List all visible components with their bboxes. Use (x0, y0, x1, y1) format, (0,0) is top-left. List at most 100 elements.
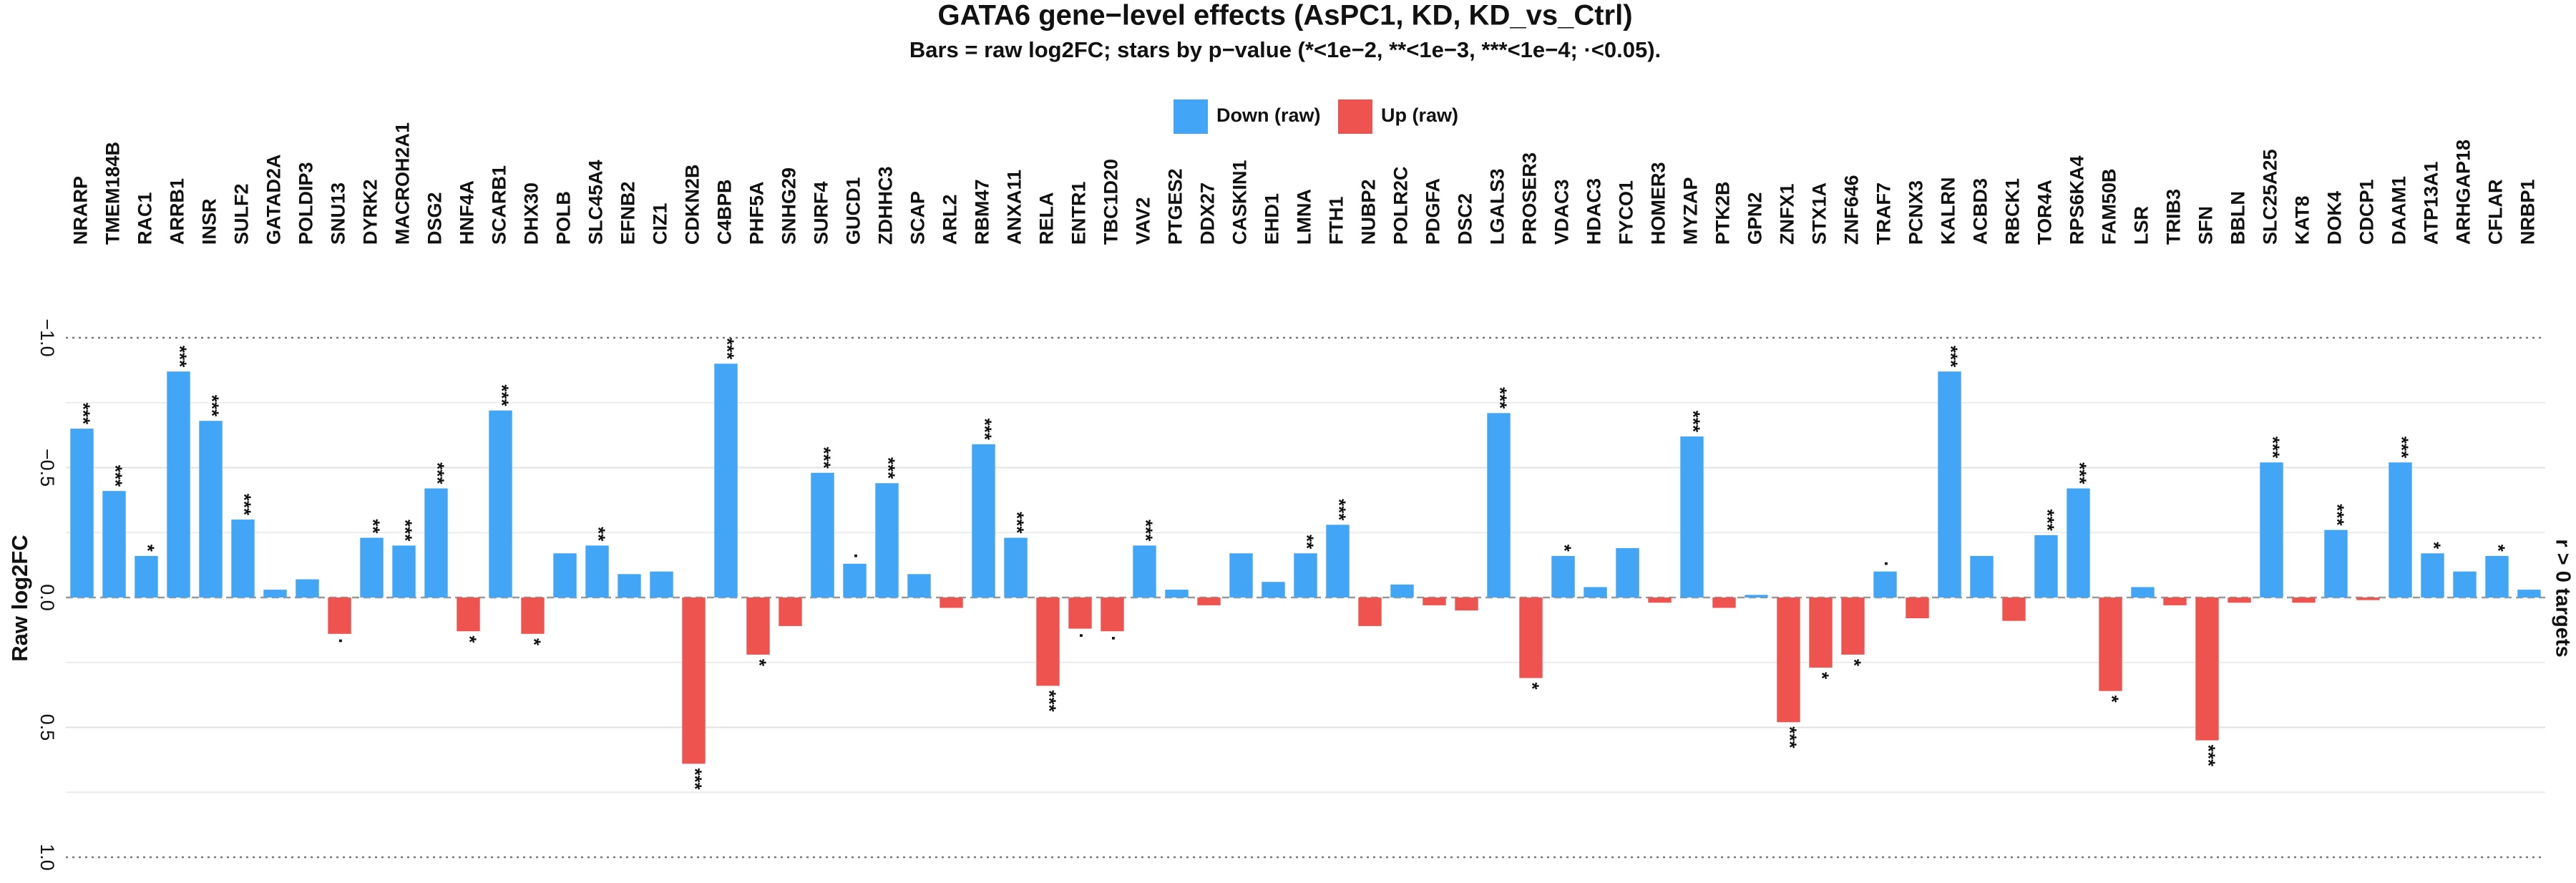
significance-label: *** (73, 403, 94, 425)
significance-label: * (749, 659, 771, 667)
x-tick-label: TRAF7 (1873, 182, 1895, 245)
bar (779, 597, 802, 626)
x-tick-label: ARL2 (940, 194, 961, 245)
bar (682, 597, 706, 764)
bar (1455, 597, 1478, 611)
x-tick-label: ARRB1 (167, 178, 188, 245)
bar (2517, 590, 2541, 597)
x-tick-label: LMNA (1294, 189, 1315, 245)
chart-subtitle: Bars = raw log2FC; stars by p−value (*<1… (909, 37, 1661, 62)
x-tick-label: ANXA11 (1004, 170, 1025, 245)
x-tick-label: VAV2 (1133, 197, 1154, 245)
significance-label: *** (1683, 411, 1704, 433)
significance-label: * (137, 545, 159, 552)
x-tick-label: NRBP1 (2517, 179, 2539, 245)
x-tick-label: SULF2 (231, 183, 253, 245)
significance-label: *** (1329, 499, 1350, 521)
bar (2034, 535, 2058, 597)
bar (1551, 555, 1575, 597)
y-tick-label: 0.0 (36, 584, 58, 611)
x-tick-label: ZNFX1 (1777, 183, 1798, 245)
bar (1423, 597, 1446, 605)
bar (1197, 597, 1221, 605)
x-tick-label: MYZAP (1680, 177, 1702, 245)
bar (1648, 597, 1672, 603)
bar (199, 421, 223, 597)
bar (1745, 595, 1768, 597)
bar (296, 579, 319, 597)
significance-label: *** (975, 418, 996, 440)
x-tick-label: STX1A (1809, 182, 1830, 245)
x-tick-label: BBLN (2228, 191, 2249, 245)
significance-label: *** (492, 384, 513, 406)
x-tick-label: DSC2 (1455, 193, 1476, 245)
bar (424, 488, 448, 597)
bar (2195, 597, 2219, 741)
bar (2260, 462, 2283, 597)
significance-label: ** (588, 527, 610, 542)
significance-label: *** (202, 395, 223, 417)
bar (1970, 555, 1994, 597)
significance-label: · (1071, 633, 1093, 640)
significance-label: * (1812, 672, 1833, 680)
bar (1133, 545, 1156, 597)
x-tick-label: LGALS3 (1487, 168, 1508, 245)
x-tick-label: RAC1 (135, 192, 156, 245)
bar (1616, 548, 1639, 597)
bar (1294, 553, 1317, 597)
bar (489, 410, 512, 597)
bar (1777, 597, 1800, 723)
x-tick-label: RBM47 (972, 179, 993, 245)
x-tick-label: PTGES2 (1165, 168, 1186, 245)
bar (972, 444, 995, 597)
significance-label: *** (1039, 690, 1060, 712)
bar (714, 364, 738, 597)
bar (360, 537, 384, 597)
x-tick-label: DAAM1 (2389, 176, 2410, 245)
x-tick-label: DHX30 (521, 182, 542, 245)
bar (231, 519, 255, 597)
significance-label: *** (717, 338, 738, 360)
x-tick-label: CDCP1 (2356, 179, 2378, 245)
bar (2485, 555, 2509, 597)
x-tick-label: VDAC3 (1551, 179, 1573, 245)
bar (2228, 597, 2251, 603)
significance-label: *** (685, 768, 706, 790)
x-tick-label: PCNX3 (1906, 180, 1927, 245)
bar (1068, 597, 1092, 629)
x-tick-label: RELA (1036, 192, 1058, 245)
x-tick-label: SCARB1 (489, 165, 510, 245)
legend-label: Up (raw) (1381, 104, 1458, 126)
significance-label: *** (1941, 346, 1962, 368)
significance-label: *** (2391, 436, 2413, 459)
significance-label: *** (1007, 512, 1028, 534)
x-tick-label: PHF5A (746, 181, 768, 245)
x-tick-label: PROSER3 (1519, 152, 1541, 245)
significance-label: ** (1297, 535, 1318, 550)
bar (1358, 597, 1382, 626)
bar (553, 553, 577, 597)
bar (167, 371, 190, 597)
x-tick-label: CASKIN1 (1229, 160, 1251, 245)
significance-label: *** (395, 519, 416, 542)
x-tick-label: SLC45A4 (585, 160, 607, 245)
legend-swatch (1338, 99, 1372, 134)
x-tick-label: NUBP2 (1358, 179, 1380, 245)
bar (392, 545, 416, 597)
bar (2324, 530, 2348, 597)
significance-label: *** (2037, 509, 2059, 532)
bar (1262, 582, 1285, 597)
x-tick-label: C4BPB (714, 179, 736, 245)
x-tick-label: EFNB2 (618, 181, 639, 245)
significance-label: *** (1490, 387, 1511, 409)
x-tick-label: INSR (199, 198, 220, 245)
bar (2421, 553, 2444, 597)
bar (1873, 571, 1897, 597)
bar (2131, 587, 2155, 597)
bar (1519, 597, 1543, 678)
bar (2453, 571, 2477, 597)
bar (1390, 584, 1414, 597)
x-tick-label: ZDHHC3 (875, 166, 897, 245)
bar (1036, 597, 1060, 686)
